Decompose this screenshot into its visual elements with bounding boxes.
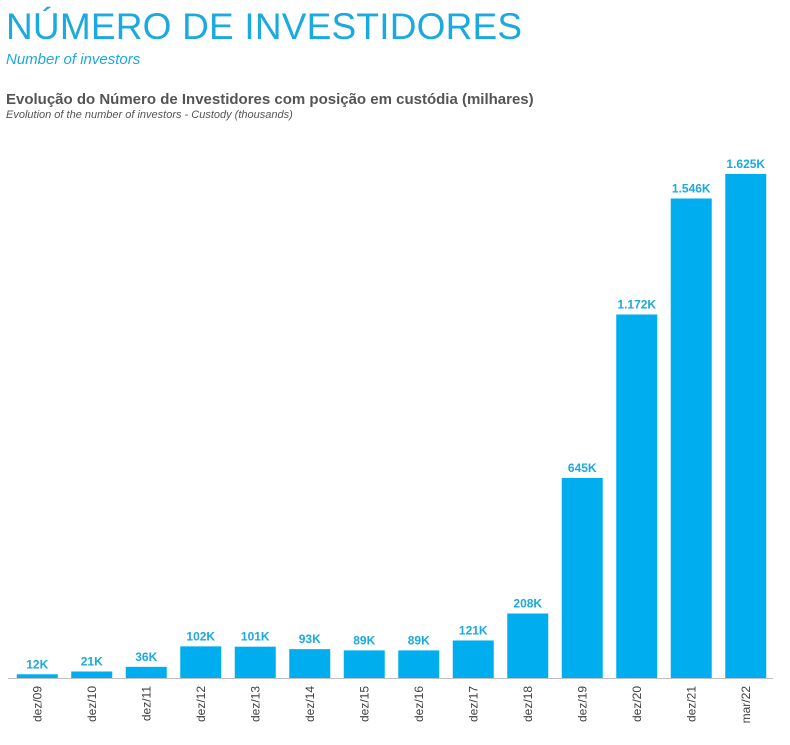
bar-dez/15 [343, 650, 385, 678]
bar-mar/22 [725, 174, 767, 678]
tick-label-mar/22: mar/22 [739, 686, 753, 724]
tick-label-dez/10: dez/10 [85, 686, 99, 722]
page-subtitle: Number of investors [6, 51, 141, 68]
bar-dez/12 [180, 646, 222, 678]
bar-dez/13 [234, 646, 276, 678]
tick-label-dez/21: dez/21 [684, 686, 698, 722]
data-label-dez/15: 89K [353, 633, 375, 647]
bar-dez/19 [561, 477, 603, 678]
tick-label-dez/19: dez/19 [575, 686, 589, 722]
data-label-dez/14: 93K [299, 632, 321, 646]
bar-dez/16 [398, 650, 440, 678]
tick-label-dez/16: dez/16 [412, 686, 426, 722]
data-label-dez/09: 12K [26, 657, 48, 671]
chart-subtitle: Evolution of the number of investors - C… [6, 109, 293, 121]
tick-label-dez/13: dez/13 [248, 686, 262, 722]
bar-dez/20 [616, 314, 658, 678]
tick-label-dez/17: dez/17 [466, 686, 480, 722]
data-label-dez/18: 208K [513, 596, 542, 610]
data-label-dez/21: 1.546K [672, 182, 711, 196]
page-title: NÚMERO DE INVESTIDORES [6, 6, 523, 47]
tick-label-dez/12: dez/12 [194, 686, 208, 722]
bar-dez/11 [125, 666, 167, 678]
bar-dez/10 [71, 671, 113, 678]
data-label-dez/16: 89K [408, 633, 430, 647]
bar-dez/09 [16, 674, 58, 678]
tick-label-dez/18: dez/18 [521, 686, 535, 722]
tick-label-dez/11: dez/11 [139, 686, 153, 721]
data-label-dez/17: 121K [459, 623, 488, 637]
data-label-dez/12: 102K [186, 629, 215, 643]
data-label-dez/19: 645K [568, 461, 597, 475]
bar-dez/21 [670, 198, 712, 679]
data-label-mar/22: 1.625K [726, 157, 765, 171]
data-label-dez/10: 21K [81, 654, 103, 668]
tick-label-dez/15: dez/15 [357, 686, 371, 722]
tick-label-dez/14: dez/14 [303, 686, 317, 722]
bar-dez/18 [507, 613, 549, 678]
chart-title: Evolução do Número de Investidores com p… [6, 91, 534, 108]
tick-label-dez/20: dez/20 [630, 686, 644, 722]
data-label-dez/20: 1.172K [617, 297, 656, 311]
bar-dez/17 [452, 640, 494, 678]
tick-label-dez/09: dez/09 [30, 686, 44, 722]
bar-dez/14 [289, 649, 331, 678]
data-label-dez/11: 36K [135, 650, 157, 664]
data-label-dez/13: 101K [241, 630, 270, 644]
